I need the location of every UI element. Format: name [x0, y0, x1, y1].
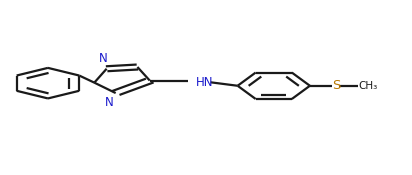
Text: N: N: [99, 52, 108, 65]
Text: CH₃: CH₃: [359, 81, 378, 91]
Text: S: S: [332, 79, 341, 92]
Text: HN: HN: [196, 76, 213, 89]
Text: N: N: [105, 96, 113, 109]
